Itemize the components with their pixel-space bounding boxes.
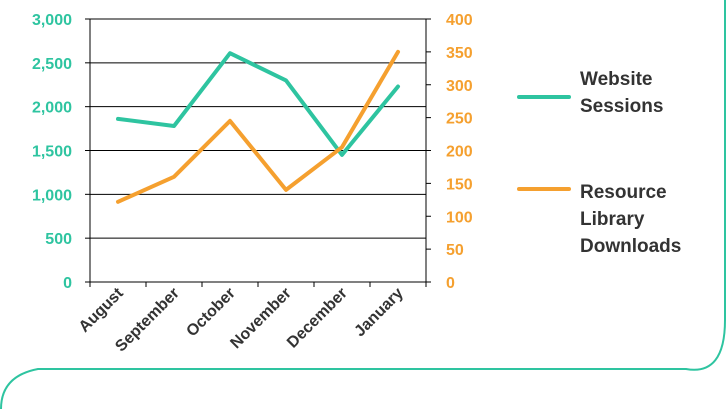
series-line-0 [116, 51, 400, 157]
legend-label-line: Sessions [580, 96, 663, 117]
y-left-tick-label: 1,500 [32, 144, 72, 161]
y-left-tick-label: 3,000 [32, 12, 72, 29]
y-left-tick-label: 0 [63, 275, 72, 292]
legend-label-line: Downloads [580, 236, 681, 257]
series-line-1 [116, 49, 400, 204]
y-left-tick-label: 500 [45, 231, 72, 248]
x-tick-label: October [183, 285, 238, 340]
legend-label-line: Library [580, 209, 645, 230]
series-lines [116, 49, 400, 204]
y-left-tick-label: 2,000 [32, 100, 72, 117]
y-right-tick-label: 100 [446, 209, 473, 226]
x-tick-label: January [351, 285, 406, 340]
gridlines [90, 18, 426, 283]
x-tick-label: August [76, 284, 127, 335]
x-tick-label: December [284, 285, 351, 352]
y-right-tick-label: 50 [446, 242, 464, 259]
y-right-tick-label: 150 [446, 176, 473, 193]
x-tick-label: November [227, 285, 294, 352]
y-right-tick-label: 0 [446, 275, 455, 292]
legend-label-line: Website [580, 69, 653, 90]
legend: Website Sessions Resource Library Downloads [517, 69, 681, 257]
y-right-tick-label: 300 [446, 78, 473, 95]
y-right-tick-label: 400 [446, 12, 473, 29]
y-left-tick-label: 2,500 [32, 56, 72, 73]
legend-label-1: Resource Library Downloads [580, 182, 681, 257]
legend-label-line: Resource [580, 182, 667, 203]
legend-label-0: Website Sessions [580, 69, 663, 117]
y-right-tick-label: 250 [446, 111, 473, 128]
y-left-tick-label: 1,000 [32, 187, 72, 204]
y-right-tick-label: 350 [446, 45, 473, 62]
y-right-tick-label: 200 [446, 144, 473, 161]
